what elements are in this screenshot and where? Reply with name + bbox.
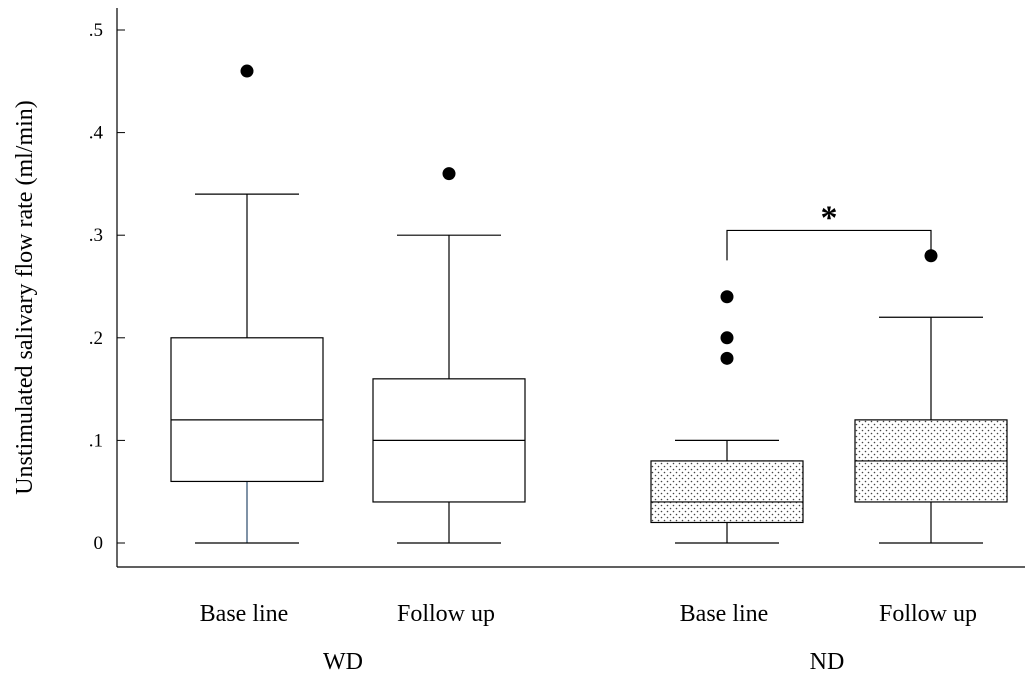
- box-nd-follow-up: [854, 249, 1008, 544]
- box-nd-base-line: [650, 290, 804, 544]
- boxes: [170, 64, 1008, 544]
- y-tick-label: .3: [89, 225, 103, 246]
- significance-bracket: *: [726, 199, 932, 261]
- x-category-label: Follow up: [397, 601, 495, 627]
- outlier-point: [720, 290, 734, 304]
- y-axis-title: Unstimulated salivary flow rate (ml/min): [12, 100, 38, 495]
- x-category-label: Base line: [680, 601, 769, 627]
- y-tick-label: .4: [89, 123, 104, 144]
- box-iqr: [170, 337, 324, 483]
- y-tick-label: .2: [89, 328, 103, 349]
- x-group-label: ND: [810, 649, 845, 675]
- annotations: *: [726, 199, 932, 261]
- y-tick-label: 0: [94, 533, 104, 554]
- x-category-label: Follow up: [879, 601, 977, 627]
- axes: 0 .1 .2 .3 .4 .5: [89, 8, 1025, 568]
- outlier-point: [720, 331, 734, 345]
- outlier-point: [442, 167, 456, 181]
- box-iqr: [650, 460, 804, 524]
- labels: Unstimulated salivary flow rate (ml/min)…: [12, 100, 977, 675]
- box-wd-base-line: [170, 64, 324, 544]
- box-wd-follow-up: [372, 167, 526, 544]
- x-group-label: WD: [323, 649, 363, 675]
- y-tick-label: .5: [89, 20, 103, 41]
- x-category-label: Base line: [200, 601, 289, 627]
- y-tick-label: .1: [89, 430, 103, 451]
- outlier-point: [720, 351, 734, 365]
- significance-marker: *: [821, 199, 838, 236]
- outlier-point: [240, 64, 254, 78]
- bracket-line: [726, 229, 932, 261]
